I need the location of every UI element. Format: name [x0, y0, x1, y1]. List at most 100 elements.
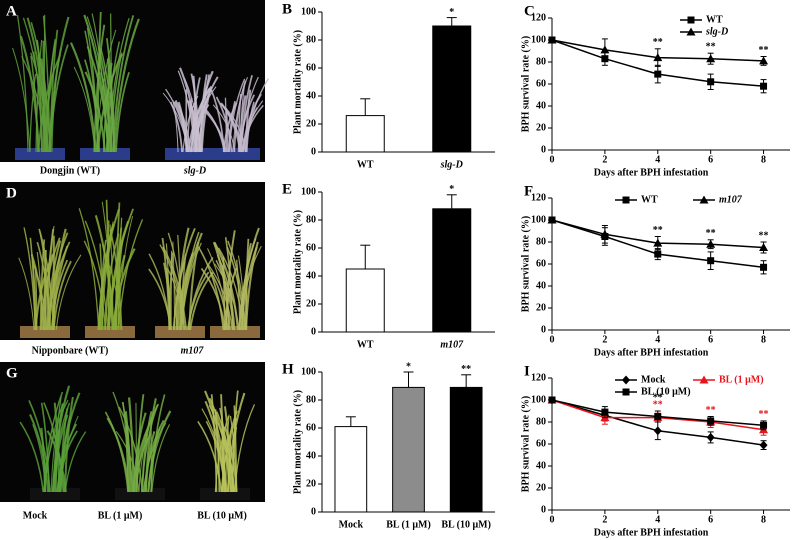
leaf — [214, 263, 240, 331]
leaf — [168, 252, 174, 331]
leaf — [138, 434, 148, 493]
legend-label: Mock — [641, 374, 666, 385]
leaf — [197, 420, 223, 493]
x-tick-label: 4 — [655, 514, 660, 525]
marker — [759, 243, 769, 251]
leaf — [73, 66, 96, 153]
panel-label: A — [6, 3, 17, 19]
photo-caption: slg-D — [183, 165, 206, 176]
x-tick-label: m107 — [440, 339, 464, 350]
y-tick-label: 40 — [306, 90, 316, 101]
x-tick-label: 8 — [761, 514, 766, 525]
marker — [654, 413, 662, 420]
leaf — [117, 216, 134, 331]
marker — [653, 53, 663, 62]
y-tick-label: 60 — [306, 62, 316, 73]
leaf — [48, 16, 70, 153]
x-axis-label: Days after BPH infestation — [594, 167, 709, 178]
leaf — [84, 220, 109, 331]
y-tick-label: 40 — [536, 460, 546, 471]
significance-label: ** — [706, 41, 716, 52]
marker — [687, 16, 695, 24]
y-tick-label: 0 — [311, 506, 316, 517]
leaf — [45, 42, 56, 153]
y-tick-label: 60 — [306, 422, 316, 433]
leaf — [36, 251, 43, 331]
leaf — [40, 402, 50, 493]
marker — [600, 229, 610, 238]
leaf — [39, 239, 46, 331]
x-tick-label: 8 — [761, 334, 766, 345]
y-tick-label: 60 — [536, 78, 546, 89]
photo-caption: m107 — [181, 345, 205, 356]
leaf — [192, 104, 210, 153]
line-chart: I BPH survival rate (%) Days after BPH inf… — [520, 363, 790, 538]
marker — [601, 408, 609, 416]
y-tick-label: 100 — [531, 394, 546, 405]
significance-label: * — [406, 361, 411, 372]
leaf — [103, 233, 120, 331]
x-tick-label: 4 — [655, 334, 660, 345]
significance-label: ** — [706, 228, 716, 239]
x-tick-label: 6 — [708, 334, 713, 345]
panel-label: B — [282, 1, 292, 17]
x-axis-label: Days after BPH infestation — [594, 527, 709, 538]
leaf — [186, 97, 193, 153]
y-tick-label: 80 — [306, 34, 316, 45]
legend-label: WT — [641, 194, 658, 205]
leaf — [172, 227, 196, 331]
bar — [449, 386, 483, 513]
leaf — [177, 101, 188, 153]
y-tick-label: 40 — [536, 280, 546, 291]
y-tick-label: 40 — [306, 450, 316, 461]
photo: G Mock BL (1 μM) BL (10 μM) — [0, 362, 265, 521]
significance-label: ** — [759, 409, 769, 420]
significance-label: ** — [759, 45, 769, 56]
x-tick-label: 4 — [655, 154, 660, 165]
y-axis-label: Plant mortality rate (%) — [292, 30, 303, 134]
leaf — [223, 426, 238, 493]
bar-chart: E Plant mortality rate (%) 0 20 40 60 80 100 WT m… — [282, 181, 495, 350]
leaf — [44, 226, 55, 331]
leaf — [84, 30, 99, 153]
leaf — [78, 208, 100, 331]
leaf — [93, 24, 106, 153]
bar — [345, 115, 385, 153]
leaf — [151, 424, 171, 493]
leaf — [50, 259, 69, 331]
photo: A Dongjin (WT) slg-D — [0, 0, 269, 176]
legend-label: m107 — [719, 194, 743, 205]
pot — [15, 148, 65, 160]
marker — [654, 250, 662, 258]
leaf — [110, 13, 113, 153]
marker — [654, 70, 662, 78]
marker — [622, 388, 630, 396]
y-axis-label: Plant mortality rate (%) — [292, 390, 303, 494]
marker — [760, 421, 768, 429]
leaf — [105, 199, 110, 331]
marker — [547, 215, 557, 224]
marker — [622, 196, 630, 204]
marker — [653, 238, 663, 247]
y-axis-label: BPH survival rate (%) — [520, 36, 531, 132]
marker — [600, 45, 610, 54]
panel-label: G — [6, 365, 18, 381]
y-axis-label: BPH survival rate (%) — [520, 216, 531, 312]
marker — [653, 426, 662, 436]
leaf — [222, 102, 238, 153]
panel-label: D — [6, 185, 17, 201]
x-tick-label: 0 — [550, 154, 555, 165]
legend-label: slg-D — [705, 26, 728, 37]
leaf — [19, 35, 41, 153]
y-tick-label: 60 — [536, 438, 546, 449]
y-tick-label: 0 — [541, 144, 546, 155]
leaf — [29, 414, 49, 493]
leaf — [21, 56, 47, 153]
marker — [760, 263, 768, 271]
leaf — [115, 430, 140, 493]
leaf — [140, 403, 159, 493]
y-tick-label: 100 — [531, 214, 546, 225]
marker — [547, 35, 557, 44]
leaf — [91, 13, 109, 153]
pot — [115, 488, 165, 500]
